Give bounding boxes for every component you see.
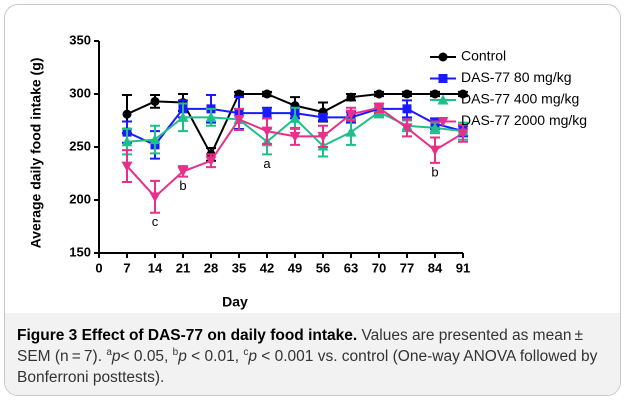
marker <box>177 111 189 122</box>
marker <box>429 145 441 156</box>
y-tick-label: 300 <box>69 85 91 100</box>
x-tick-label: 70 <box>372 260 386 275</box>
legend-label: Control <box>461 48 506 64</box>
marker <box>289 112 301 123</box>
marker <box>437 117 449 127</box>
annotation: b <box>431 164 438 179</box>
marker <box>318 112 328 122</box>
caption-text: p <box>178 348 187 365</box>
marker <box>121 161 133 172</box>
caption: Figure 3 Effect of DAS-77 on daily food … <box>5 313 620 395</box>
legend-label: DAS-77 400 mg/kg <box>461 91 579 107</box>
marker <box>122 109 132 119</box>
x-tick-label: 42 <box>260 260 274 275</box>
marker <box>402 104 412 114</box>
marker <box>345 109 357 120</box>
figure: Day Average daily food intake (g) 150 200… <box>4 4 621 396</box>
marker <box>458 89 468 99</box>
marker <box>262 108 272 118</box>
marker <box>205 111 217 122</box>
caption-text: < 0.001 vs. control (One-way ANOVA follo… <box>17 348 598 386</box>
marker <box>289 131 301 142</box>
legend-label: DAS-77 2000 mg/kg <box>461 112 587 128</box>
x-tick-label: 28 <box>204 260 218 275</box>
marker <box>402 89 412 99</box>
marker <box>262 89 272 99</box>
marker <box>149 192 161 203</box>
caption-text: a <box>106 346 112 358</box>
caption-text: p <box>248 348 257 365</box>
caption-text: < 0.01, <box>186 348 244 365</box>
annotation: c <box>152 214 159 229</box>
marker <box>430 89 440 99</box>
marker <box>205 156 217 167</box>
chart: Day Average daily food intake (g) 150 200… <box>28 32 587 310</box>
marker <box>345 126 357 137</box>
marker <box>233 114 245 125</box>
x-tick-label: 56 <box>316 260 330 275</box>
marker <box>346 92 356 102</box>
marker <box>429 122 441 133</box>
marker <box>317 131 329 142</box>
caption-text: p <box>111 348 121 365</box>
x-tick-label: 63 <box>344 260 358 275</box>
x-tick-label: 49 <box>288 260 302 275</box>
marker <box>373 103 385 114</box>
marker <box>374 89 384 99</box>
caption-text: c <box>243 346 249 358</box>
caption-text: b <box>172 346 179 358</box>
caption-text: Values are presented as mean ± SEM (n = … <box>17 327 587 365</box>
x-tick-label: 0 <box>95 260 102 275</box>
caption-title: Figure 3 Effect of DAS-77 on daily food … <box>17 327 358 344</box>
x-tick-label: 91 <box>456 260 470 275</box>
y-tick-label: 150 <box>69 244 91 259</box>
marker <box>438 74 448 83</box>
marker <box>150 96 160 106</box>
annotation: b <box>179 178 186 193</box>
x-tick-label: 35 <box>232 260 246 275</box>
marker <box>401 123 413 134</box>
x-tick-label: 84 <box>428 260 443 275</box>
y-axis-label: Average daily food intake (g) <box>28 58 44 249</box>
marker <box>121 136 133 147</box>
annotation: a <box>263 156 271 171</box>
y-tick-label: 350 <box>69 32 91 47</box>
x-tick-label: 7 <box>123 260 130 275</box>
legend-label: DAS-77 80 mg/kg <box>461 69 572 85</box>
x-axis-label: Day <box>222 294 248 310</box>
caption-text: < 0.05, <box>120 348 173 365</box>
marker <box>438 52 448 62</box>
x-tick-label: 14 <box>148 260 163 275</box>
marker <box>261 126 273 137</box>
marker <box>177 166 189 177</box>
x-tick-label: 77 <box>400 260 414 275</box>
y-tick-label: 200 <box>69 191 91 206</box>
x-tick-label: 21 <box>176 260 190 275</box>
y-tick-label: 250 <box>69 138 91 153</box>
marker <box>437 94 449 105</box>
marker <box>149 134 161 145</box>
marker <box>457 128 469 139</box>
